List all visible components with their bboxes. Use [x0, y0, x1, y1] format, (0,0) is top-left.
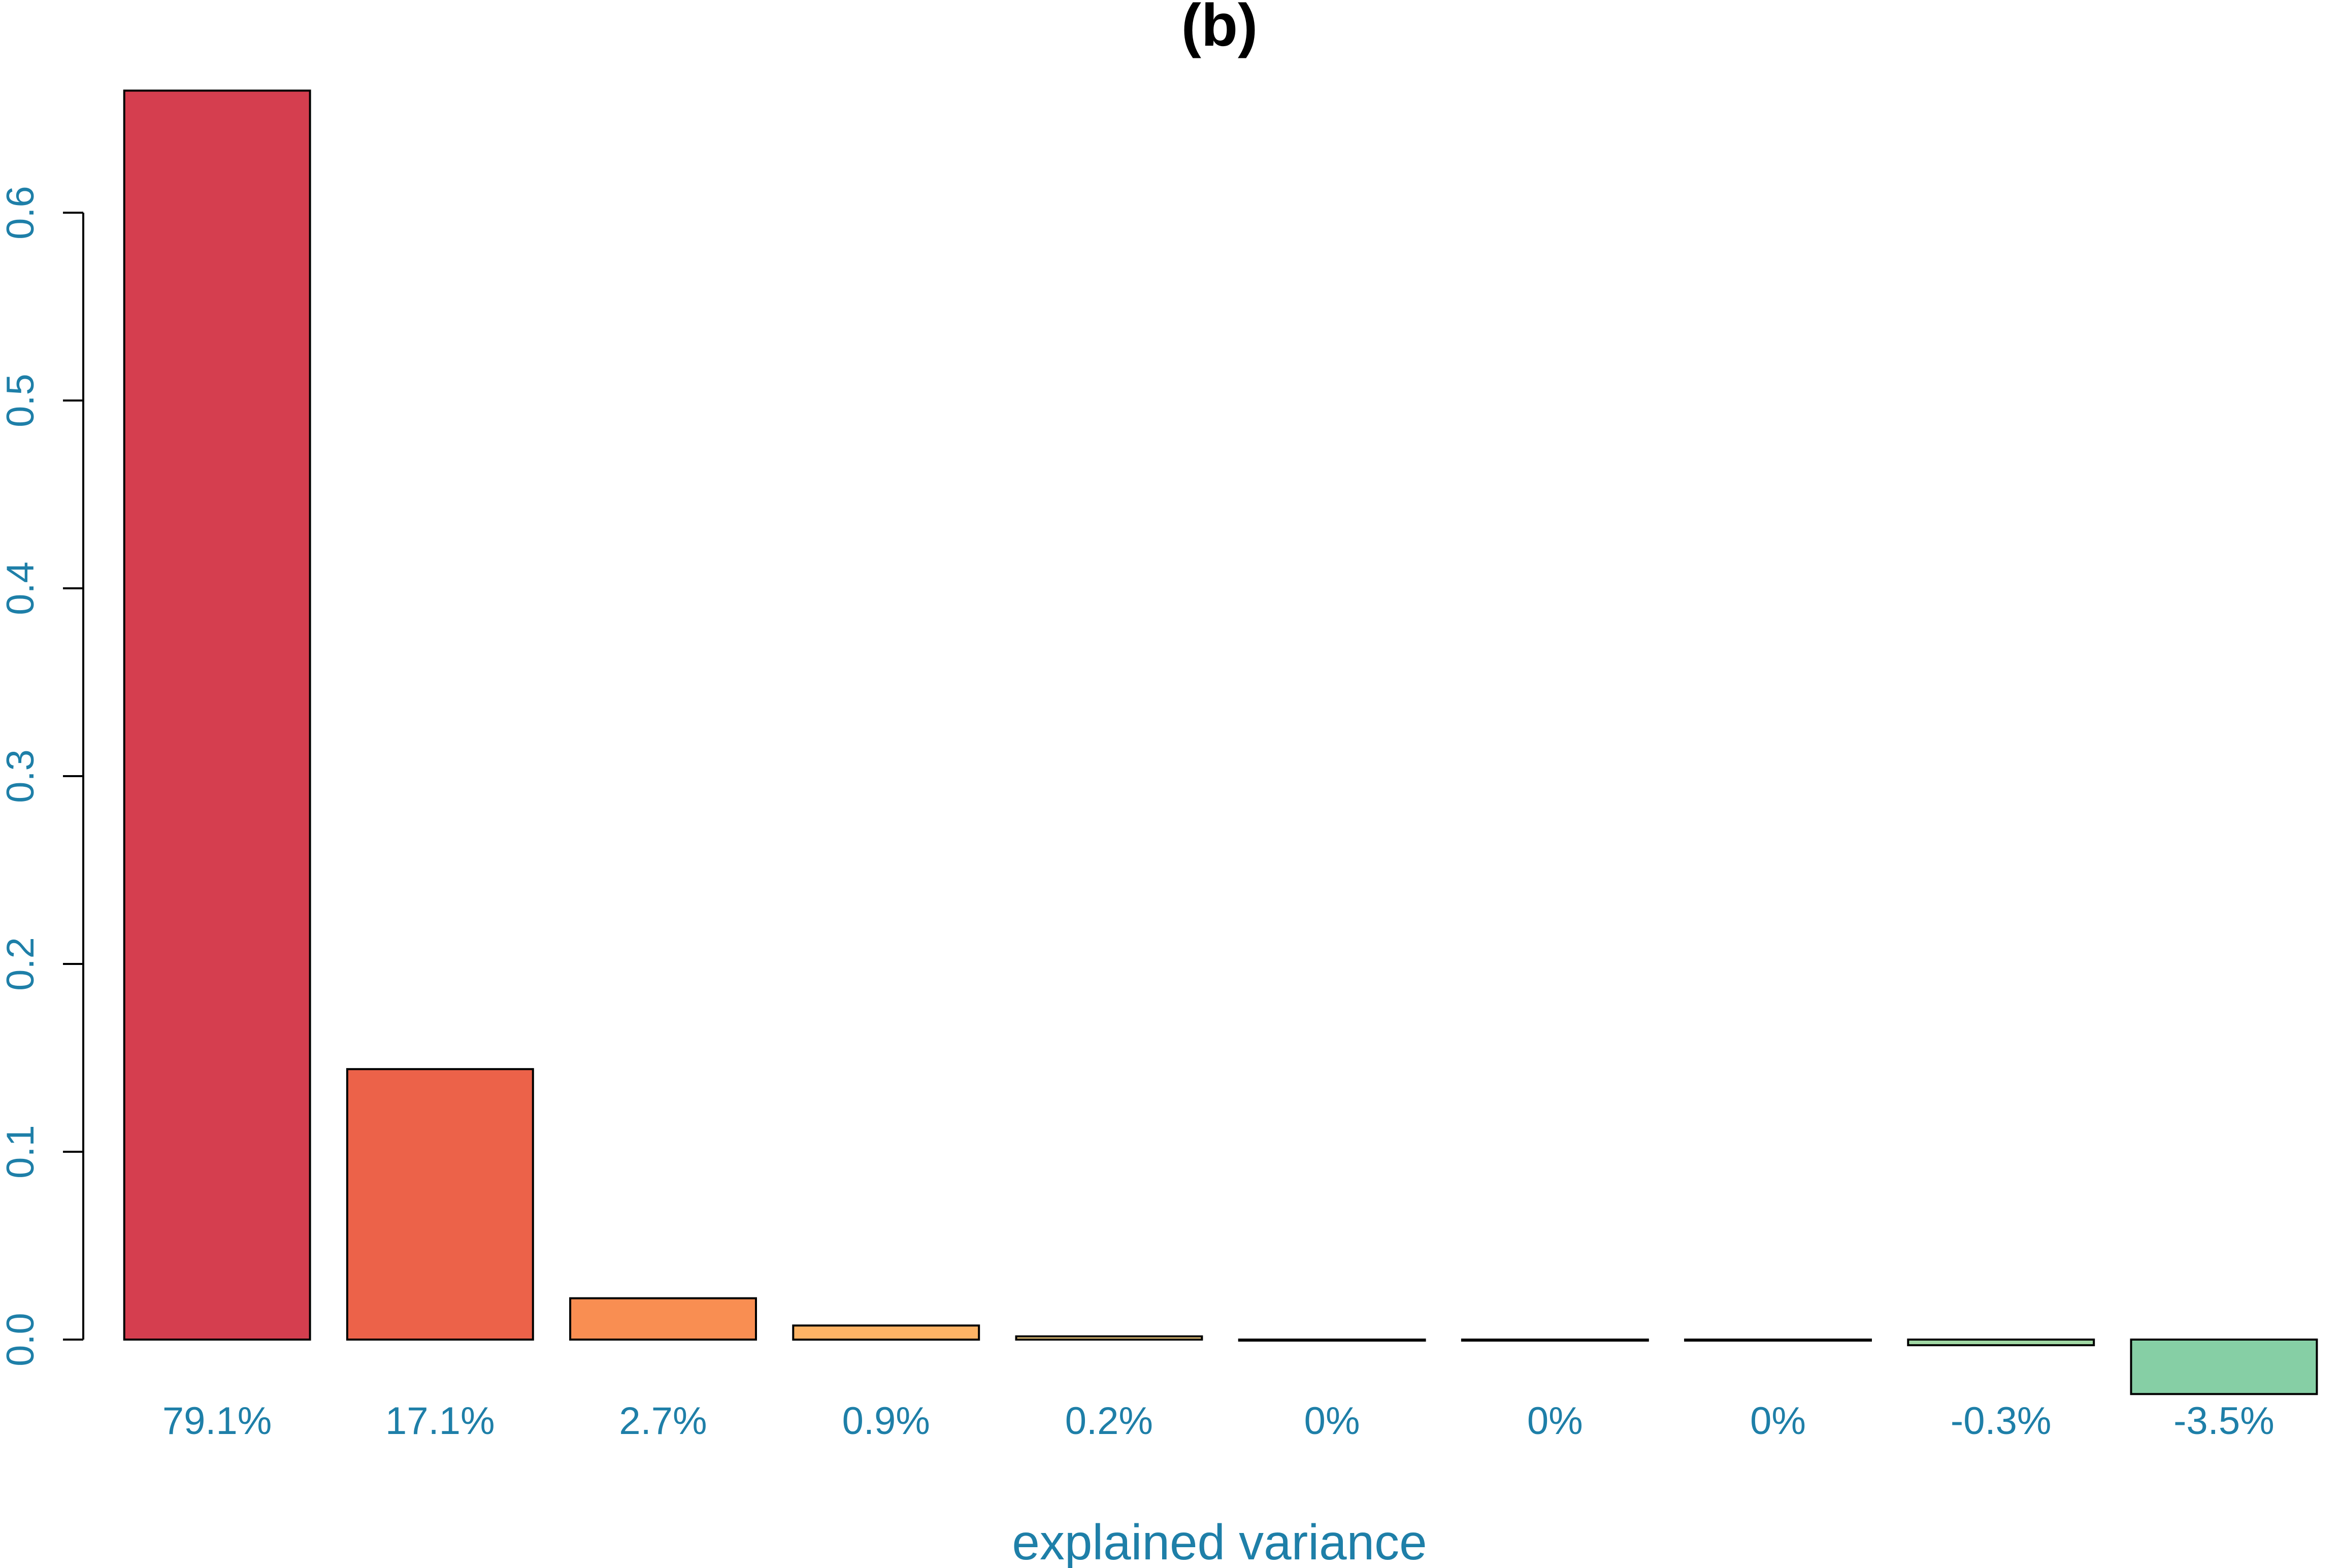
bar-label-2: 17.1%	[385, 1399, 495, 1443]
bar-label-6: 0%	[1304, 1399, 1360, 1443]
x-axis-title: explained variance	[1012, 1514, 1427, 1568]
bar-label-5: 0.2%	[1065, 1399, 1153, 1443]
x-tick-labels: 79.1% 17.1% 2.7% 0.9% 0.2% 0% 0% 0% -0.3% -3.5%	[162, 1399, 2275, 1443]
bar-9	[1907, 1339, 2095, 1347]
bar-label-10: -3.5%	[2173, 1399, 2275, 1443]
y-tick-label-0: 0.0	[0, 1313, 42, 1366]
bar-1	[123, 89, 311, 1341]
bar-6	[1238, 1339, 1426, 1342]
y-tick-label-1: 0.1	[0, 1125, 42, 1179]
bar-2	[346, 1068, 534, 1341]
y-tick-label-6: 0.6	[0, 186, 42, 240]
bar-4	[792, 1324, 980, 1341]
chart-title: (b)	[1181, 0, 1258, 59]
bar-label-9: -0.3%	[1951, 1399, 2052, 1443]
bar-10	[2130, 1339, 2318, 1395]
bar-label-3: 2.7%	[619, 1399, 707, 1443]
bars-group	[123, 89, 2318, 1395]
y-tick-label-4: 0.4	[0, 561, 42, 615]
y-tick-label-2: 0.2	[0, 937, 42, 991]
bar-5	[1015, 1335, 1203, 1341]
bar-label-4: 0.9%	[842, 1399, 930, 1443]
y-tick-label-3: 0.3	[0, 749, 42, 803]
bar-3	[569, 1297, 757, 1341]
bar-7	[1461, 1339, 1649, 1342]
bar-label-7: 0%	[1527, 1399, 1583, 1443]
y-axis: 0.0 0.1 0.2 0.3 0.4 0.5 0.6	[0, 186, 84, 1366]
bar-label-8: 0%	[1750, 1399, 1806, 1443]
bar-8	[1684, 1339, 1872, 1342]
bar-label-1: 79.1%	[162, 1399, 272, 1443]
y-tick-label-5: 0.5	[0, 374, 42, 427]
